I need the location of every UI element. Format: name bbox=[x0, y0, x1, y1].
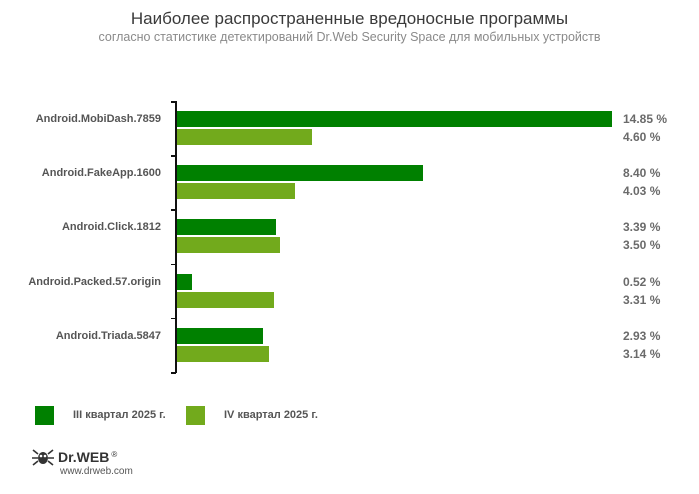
website-url: www.drweb.com bbox=[60, 466, 133, 477]
value-label-q4: 3.31 % bbox=[623, 292, 661, 307]
spider-icon bbox=[32, 449, 54, 466]
value-label-q3: 14.85 % bbox=[623, 112, 668, 126]
bar-q3 bbox=[177, 273, 193, 290]
bar-q3 bbox=[177, 111, 613, 127]
bar-q4 bbox=[177, 345, 269, 362]
legend-label-q3: III квартал 2025 г. bbox=[73, 409, 166, 421]
chart-title: Наиболее распространенные вредоносные пр… bbox=[130, 9, 569, 28]
bar-q3 bbox=[177, 165, 424, 182]
legend-swatch-q3 bbox=[35, 406, 54, 425]
value-label-q3: 0.52 % bbox=[623, 274, 661, 289]
value-label-q3: 8.40 % bbox=[623, 166, 661, 181]
legend-label-q4: IV квартал 2025 г. bbox=[224, 409, 318, 421]
registered-mark: ® bbox=[111, 449, 118, 459]
category-label: Android.Packed.57.origin bbox=[28, 275, 161, 288]
value-label-q4: 3.50 % bbox=[623, 238, 661, 253]
category-label: Android.Click.1812 bbox=[61, 221, 161, 234]
legend-swatch-q4 bbox=[186, 406, 205, 425]
bar-q3 bbox=[177, 219, 277, 236]
axis-tick bbox=[171, 155, 176, 157]
axis-tick bbox=[171, 372, 176, 374]
value-label-q4: 4.03 % bbox=[623, 184, 661, 199]
bar-q4 bbox=[177, 129, 312, 145]
value-label-q3: 3.39 % bbox=[623, 220, 661, 235]
drweb-logo: Dr.WEB ® bbox=[32, 448, 117, 466]
category-label: Android.FakeApp.1600 bbox=[41, 167, 161, 180]
value-label-q4: 3.14 % bbox=[623, 346, 661, 361]
bar-q3 bbox=[177, 327, 263, 344]
brand-name: Dr.WEB bbox=[58, 449, 110, 465]
value-label-q3: 2.93 % bbox=[623, 328, 661, 343]
value-label-q4: 4.60 % bbox=[623, 130, 661, 144]
category-label: Android.Triada.5847 bbox=[55, 329, 161, 342]
axis-tick bbox=[171, 209, 176, 211]
axis-tick bbox=[171, 101, 176, 103]
axis-tick bbox=[171, 263, 176, 266]
bar-q4 bbox=[177, 237, 280, 254]
y-axis bbox=[175, 101, 177, 373]
bar-q4 bbox=[177, 183, 296, 200]
axis-tick bbox=[171, 317, 176, 320]
bar-q4 bbox=[177, 291, 274, 308]
chart-subtitle: согласно статистике детектирований Dr.We… bbox=[98, 30, 601, 44]
category-label: Android.MobiDash.7859 bbox=[35, 113, 161, 125]
